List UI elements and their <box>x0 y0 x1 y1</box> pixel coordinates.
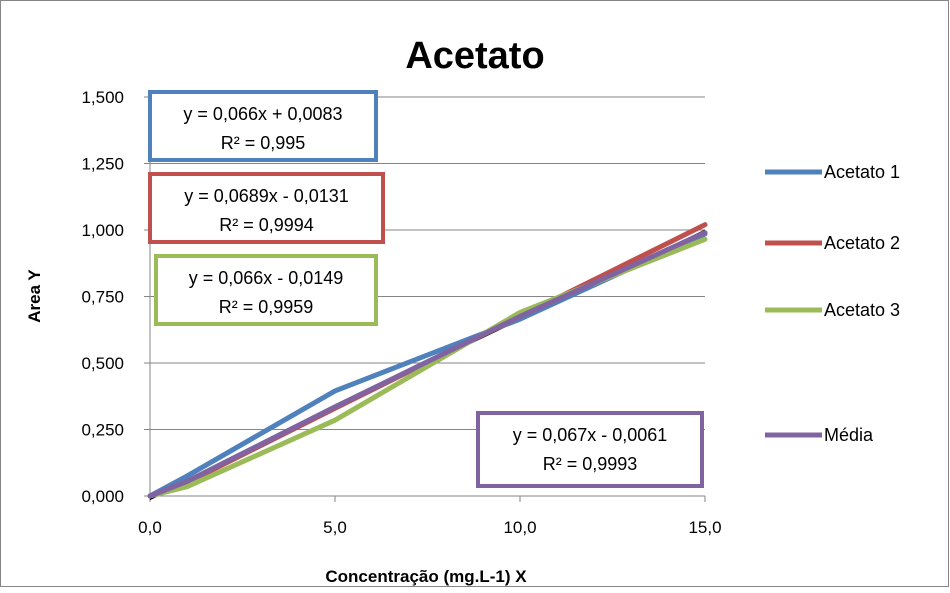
r2-text-3: R² = 0,9959 <box>219 297 314 317</box>
equation-box-3 <box>154 254 378 326</box>
legend-label-3: Acetato 3 <box>824 300 900 320</box>
legend-label-2: Acetato 2 <box>824 233 900 253</box>
equation-box-1 <box>148 90 378 162</box>
equation-text-3: y = 0,066x - 0,0149 <box>189 268 344 288</box>
legend-label-1: Acetato 1 <box>824 162 900 182</box>
y-tick-label: 1,500 <box>81 88 124 107</box>
r2-text-4: R² = 0,9993 <box>543 454 638 474</box>
equation-text-4: y = 0,067x - 0,0061 <box>513 425 668 445</box>
legend: Acetato 1 Acetato 2 Acetato 3 Média <box>765 162 900 445</box>
x-tick-label: 5,0 <box>323 518 347 537</box>
trendline-equations: y = 0,066x + 0,0083 R² = 0,995 y = 0,0689x… <box>148 90 704 488</box>
data-series <box>147 222 708 499</box>
legend-label-4: Média <box>824 425 874 445</box>
y-tick-label: 0,250 <box>81 421 124 440</box>
x-tick-label: 15,0 <box>688 518 721 537</box>
x-axis-label: Concentração (mg.L-1) X <box>325 567 527 586</box>
y-tick-label: 0,000 <box>81 487 124 506</box>
y-tick-label: 0,500 <box>81 354 124 373</box>
series-line-4 <box>147 230 708 499</box>
equation-box-4 <box>476 411 704 488</box>
equation-box-2 <box>148 172 385 244</box>
axes <box>144 96 706 502</box>
equation-text-1: y = 0,066x + 0,0083 <box>183 104 342 124</box>
r2-text-1: R² = 0,995 <box>221 133 306 153</box>
equation-text-2: y = 0,0689x - 0,0131 <box>184 186 349 206</box>
tick-labels: 0,000 0,250 0,500 0,750 1,000 1,250 1,500 0,0 5,… <box>81 88 721 537</box>
x-tick-label: 10,0 <box>503 518 536 537</box>
y-tick-label: 1,000 <box>81 221 124 240</box>
y-axis-label: Area Y <box>25 269 44 323</box>
r2-text-2: R² = 0,9994 <box>219 215 314 235</box>
x-tick-label: 0,0 <box>138 518 162 537</box>
y-tick-label: 0,750 <box>81 288 124 307</box>
chart-title: Acetato <box>405 35 544 77</box>
y-tick-label: 1,250 <box>81 155 124 174</box>
